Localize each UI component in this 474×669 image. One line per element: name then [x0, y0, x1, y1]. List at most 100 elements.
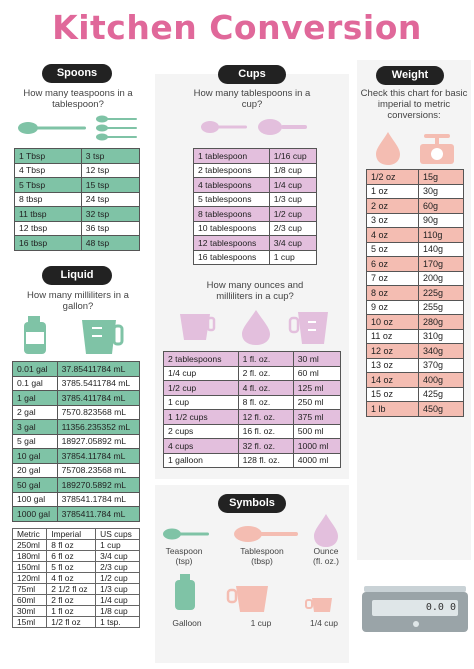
- liquid-heading: Liquid: [42, 266, 112, 285]
- table-cell: 2 fl oz: [46, 594, 97, 606]
- ounce-drop-icon: [314, 514, 338, 547]
- table-cell: 1/8 cup: [95, 605, 140, 617]
- table-cell: 1 tablespoon: [193, 148, 270, 164]
- ounce-label: Ounce (fl. oz.): [304, 546, 348, 566]
- cups-question: How many tablespoons in a cup?: [193, 88, 311, 110]
- table-cell: 24 tsp: [80, 191, 141, 207]
- table-cell: 15ml: [11, 616, 48, 628]
- cups-table: 1 tablespoon 1/16 cup 2 tablespoons 1/8 cup…: [193, 148, 318, 265]
- weight-question: Check this chart for basic imperial to m…: [360, 88, 468, 121]
- symbols-heading: Symbols: [218, 494, 286, 513]
- table-cell: 12 fl. oz.: [237, 409, 294, 425]
- liquid-icons: [24, 316, 124, 354]
- table-cell: 4 fl. oz.: [237, 380, 294, 396]
- table-row: 120ml 4 fl oz 1/2 cup: [11, 572, 140, 584]
- table-row: 14 oz 400g: [366, 372, 465, 388]
- table-cell: 1 tsp.: [95, 616, 140, 628]
- table-row: 1 cup 8 fl. oz. 250 ml: [163, 394, 342, 410]
- table-cell: 1 galloon: [163, 452, 239, 468]
- table-row: 3 gal 11356.235352 mL: [12, 419, 141, 435]
- table-row: 11 oz 310g: [366, 328, 465, 344]
- table-cell: 5 gal: [12, 433, 58, 449]
- table-cell: 2 oz: [366, 198, 419, 214]
- table-cell: 13 oz: [366, 357, 419, 373]
- table-cell: 1/3 cup: [268, 191, 318, 207]
- table-row: 6 oz 170g: [366, 256, 465, 272]
- table-row: 12 tablespoons 3/4 cup: [193, 235, 318, 251]
- tablespoon-name: Tablespoon: [240, 546, 284, 556]
- table-row: 1 gal 3785.411784 mL: [12, 390, 141, 406]
- measuring-jug-icon: [288, 312, 328, 344]
- table-cell: 2 gal: [12, 404, 58, 420]
- page-title: Kitchen Conversion: [52, 8, 422, 47]
- drop-icon: [376, 132, 400, 165]
- table-row: 1/2 oz 15g: [366, 169, 465, 185]
- table-cell: 189270.5892 mL: [56, 477, 141, 493]
- table-cell: 10 gal: [12, 448, 58, 464]
- kitchen-scale-icon: [420, 134, 454, 164]
- table-row: 4 cups 32 fl. oz. 1000 ml: [163, 438, 342, 454]
- table-cell: 8 tablespoons: [193, 206, 270, 222]
- table-row: 2 cups 16 fl. oz. 500 ml: [163, 423, 342, 439]
- measuring-cup-icon: [258, 119, 307, 135]
- liquid-question: How many milliliters in a gallon?: [27, 290, 129, 312]
- spoons-table: 1 Tbsp 3 tsp 4 Tbsp 12 tsp 5 Tbsp 15 tsp 8 tbs…: [14, 148, 141, 251]
- symbol-icons: [163, 514, 338, 612]
- table-cell: 1/4 cup: [95, 594, 140, 606]
- weight-heading: Weight: [376, 66, 444, 85]
- table-cell: 1 cup: [163, 394, 239, 410]
- table-row: 1 1/2 cups 12 fl. oz. 375 ml: [163, 409, 342, 425]
- table-cell: 3/4 cup: [95, 550, 140, 562]
- liquid-table: 0.01 gal 37.85411784 mL 0.1 gal 3785.541178…: [12, 361, 141, 522]
- table-cell: 128 fl. oz.: [237, 452, 294, 468]
- tablespoon-icon: [18, 122, 86, 134]
- table-row: 7 oz 200g: [366, 270, 465, 286]
- table-cell: 340g: [417, 343, 465, 359]
- table-cell: 500 ml: [292, 423, 342, 439]
- table-cell: 12 tsp: [80, 162, 141, 178]
- table-row: 75ml 2 1/2 fl oz 1/3 cup: [11, 583, 140, 595]
- table-cell: 1/2 oz: [366, 169, 419, 185]
- table-cell: 8 oz: [366, 285, 419, 301]
- table-cell: 4 fl oz: [46, 572, 97, 584]
- table-cell: 4 tablespoons: [193, 177, 270, 193]
- table-cell: 3785411.784 mL: [56, 506, 141, 522]
- table-cell: 10 oz: [366, 314, 419, 330]
- ounce-abbr: (fl. oz.): [313, 556, 339, 566]
- teaspoon-name: Teaspoon: [165, 546, 203, 556]
- table-row: 2 tablespoons 1 fl. oz. 30 ml: [163, 351, 342, 367]
- table-cell: 32 fl. oz.: [237, 438, 294, 454]
- table-header-row: Metric Imperial US cups: [11, 528, 140, 540]
- table-cell: 1 lb: [366, 401, 419, 417]
- table-cell: 14 oz: [366, 372, 419, 388]
- table-cell: 3 tsp: [80, 148, 141, 164]
- table-cell: 4 Tbsp: [14, 162, 82, 178]
- table-row: 50 gal 189270.5892 mL: [12, 477, 141, 493]
- table-cell: 16 tablespoons: [193, 249, 270, 265]
- teaspoon-icon: [163, 528, 209, 540]
- table-row: 0.01 gal 37.85411784 mL: [12, 361, 141, 377]
- quarter-cup-label: 1/4 cup: [310, 618, 338, 628]
- weight-table: 1/2 oz 15g 1 oz 30g 2 oz 60g 3 oz 90g 4 oz 110g 5 …: [366, 169, 465, 417]
- tablespoon-icon: [201, 121, 247, 133]
- table-cell: 1/2 fl oz: [46, 616, 97, 628]
- teaspoon-label: Teaspoon (tsp): [158, 546, 210, 566]
- table-cell: 1/4 cup: [163, 365, 239, 381]
- table-row: 5 tablespoons 1/3 cup: [193, 191, 318, 207]
- table-cell: 3/4 cup: [268, 235, 318, 251]
- table-cell: 1 cup: [95, 539, 140, 551]
- quarter-cup-icon: [305, 598, 332, 612]
- spoons-heading: Spoons: [42, 64, 112, 83]
- table-cell: 125 ml: [292, 380, 342, 396]
- table-row: 8 tablespoons 1/2 cup: [193, 206, 318, 222]
- table-cell: 12 oz: [366, 343, 419, 359]
- table-cell: 5 tablespoons: [193, 191, 270, 207]
- table-cell: 37854.11784 mL: [56, 448, 141, 464]
- table-cell: 5 oz: [366, 241, 419, 257]
- table-row: 10 gal 37854.11784 mL: [12, 448, 141, 464]
- table-cell: 75ml: [11, 583, 48, 595]
- ounces-table: 2 tablespoons 1 fl. oz. 30 ml 1/4 cup 2 fl. …: [163, 351, 342, 468]
- table-cell: 4 oz: [366, 227, 419, 243]
- spoon-icons: [18, 115, 137, 141]
- table-cell: 310g: [417, 328, 465, 344]
